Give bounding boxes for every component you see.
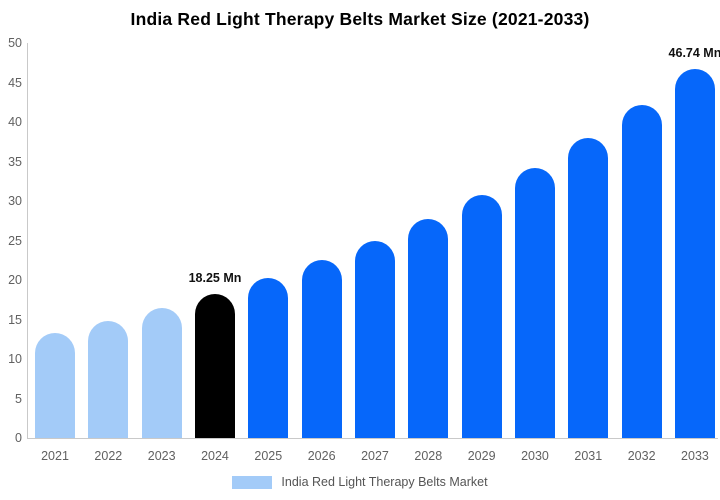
value-label-2024: 18.25 Mn (188, 270, 242, 285)
y-tick-label: 10 (8, 352, 22, 366)
y-tick-label: 40 (8, 115, 22, 129)
y-tick-label: 15 (8, 312, 22, 327)
legend: India Red Light Therapy Belts Market (0, 475, 720, 489)
bar-2030 (514, 167, 555, 438)
x-tick-label: 2022 (94, 449, 123, 463)
bar-2029 (461, 194, 502, 438)
x-tick-label: 2026 (307, 449, 336, 463)
y-tick-label: 0 (15, 431, 22, 445)
x-tick-label: 2023 (147, 449, 176, 463)
y-tick-label: 25 (8, 233, 22, 248)
x-tick-label: 2024 (201, 449, 229, 463)
x-tick-label: 2025 (254, 449, 283, 463)
legend-label: India Red Light Therapy Belts Market (281, 475, 488, 489)
y-tick-label: 30 (8, 194, 22, 208)
bar-2027 (354, 240, 395, 438)
chart-title: India Red Light Therapy Belts Market Siz… (130, 9, 590, 29)
bar-2025 (248, 277, 289, 438)
bar-2021 (35, 332, 75, 438)
bar-2032 (621, 104, 662, 438)
y-tick-label: 50 (8, 36, 22, 50)
bar-2022 (88, 321, 129, 438)
bar-2031 (568, 137, 609, 438)
y-tick-label: 5 (15, 391, 22, 406)
x-tick-label: 2033 (681, 449, 709, 463)
x-tick-label: 2027 (361, 449, 389, 463)
x-tick-label: 2031 (574, 449, 603, 463)
y-tick-label: 35 (8, 154, 22, 169)
y-tick-label: 20 (8, 273, 22, 287)
value-label-2033: 46.74 Mn (668, 45, 720, 60)
x-tick-label: 2021 (41, 449, 69, 463)
legend-swatch (232, 475, 273, 489)
x-tick-label: 2030 (521, 449, 549, 463)
y-tick-label: 45 (8, 75, 22, 90)
y-axis-line (27, 43, 28, 439)
bar-2024 (194, 293, 235, 438)
x-axis-line (27, 438, 718, 439)
x-tick-label: 2029 (467, 449, 496, 463)
x-tick-label: 2032 (627, 449, 656, 463)
bar-2026 (301, 260, 342, 438)
bar-2023 (141, 308, 182, 438)
x-tick-label: 2028 (414, 449, 443, 463)
bar-2028 (408, 219, 449, 438)
bar-2033 (674, 68, 715, 438)
